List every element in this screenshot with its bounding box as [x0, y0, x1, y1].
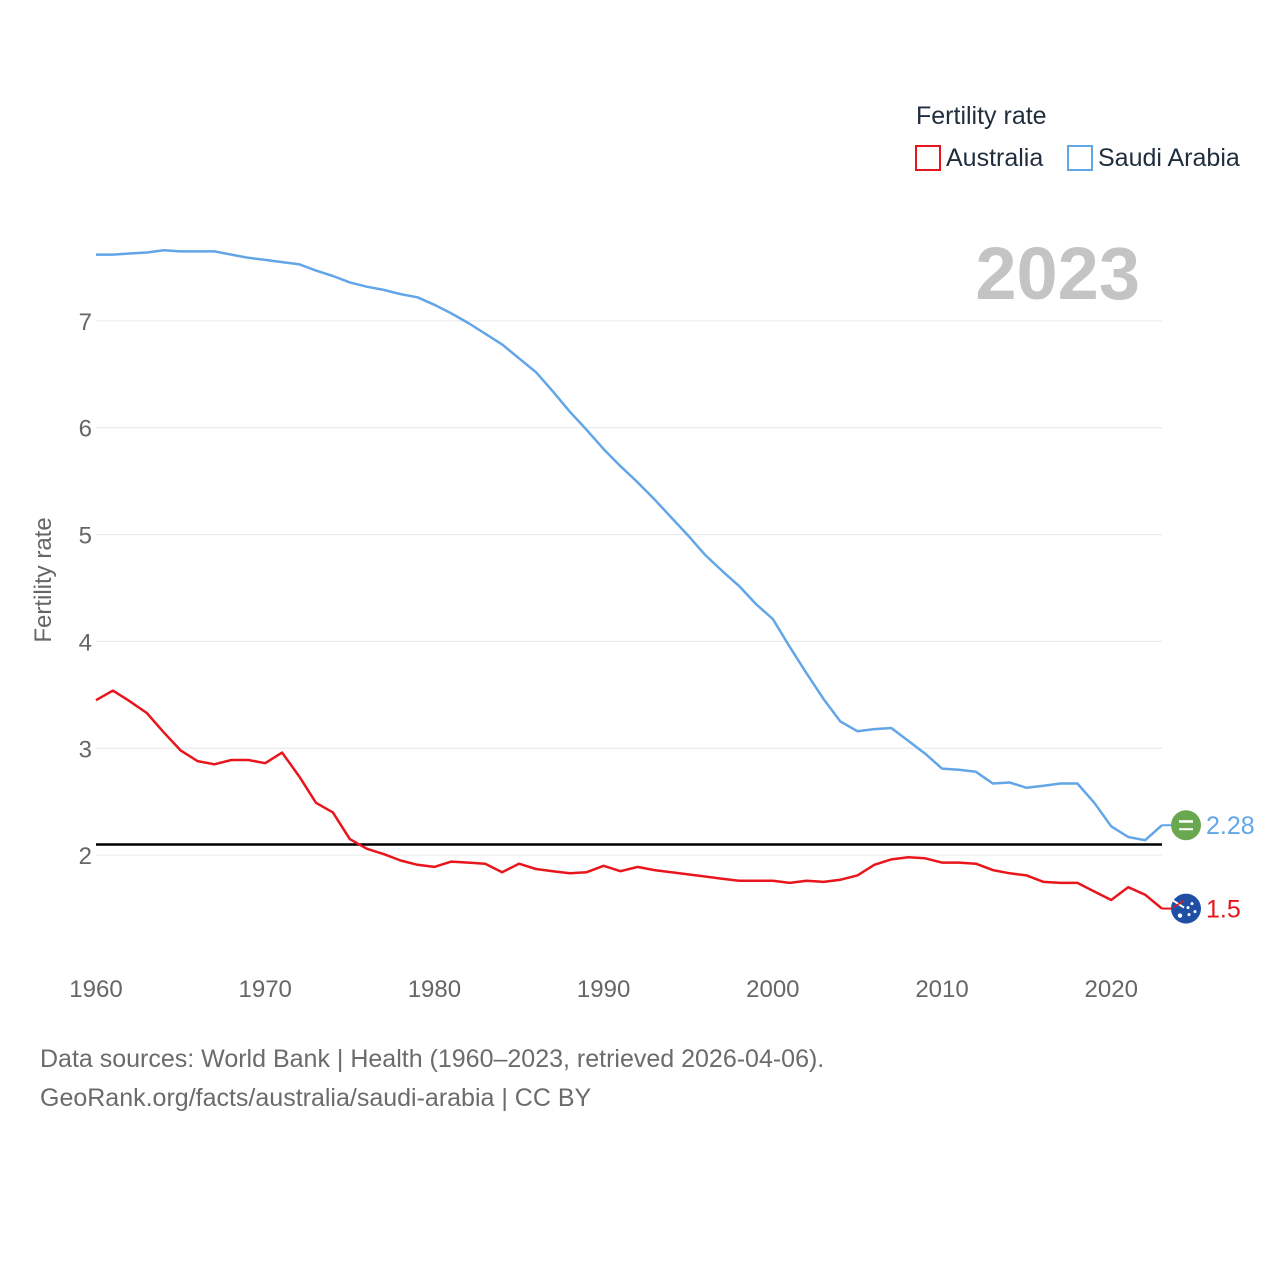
legend-label-australia: Australia [946, 144, 1043, 172]
australia-flag-icon [1171, 893, 1201, 924]
y-tick-label-5: 5 [79, 523, 92, 550]
y-tick-label-3: 3 [79, 736, 92, 763]
legend-swatch-saudi-arabia [1067, 145, 1093, 171]
saudi-arabia-flag-icon [1171, 810, 1201, 841]
series-line-saudi-arabia[interactable] [96, 249, 1163, 842]
y-tick-label-6: 6 [79, 416, 92, 443]
legend: Fertility rate Australia Saudi Arabia [915, 102, 1240, 172]
australia-end-marker: 1.5 [1171, 893, 1241, 924]
x-tick-label-1960: 1960 [69, 976, 122, 1003]
legend-item-saudi-arabia[interactable]: Saudi Arabia [1067, 144, 1240, 172]
x-tick-label-1980: 1980 [408, 976, 461, 1003]
saudi-arabia-end-marker: 2.28 [1171, 810, 1255, 841]
legend-swatch-australia [915, 145, 941, 171]
legend-label-saudi-arabia: Saudi Arabia [1098, 144, 1240, 172]
series-line-australia[interactable] [95, 689, 1163, 910]
current-year-label: 2023 [975, 232, 1140, 315]
y-axis-title: Fertility rate [30, 517, 57, 642]
x-tick-label-1970: 1970 [239, 976, 292, 1003]
gridlines [96, 320, 1162, 856]
x-axis: 1960 1970 1980 1990 2000 2010 2020 [69, 976, 1138, 1003]
x-tick-label-2010: 2010 [915, 976, 968, 1003]
saudi-arabia-end-value: 2.28 [1206, 812, 1255, 840]
legend-title: Fertility rate [916, 102, 1047, 130]
y-tick-label-4: 4 [79, 629, 92, 656]
y-axis: 2 3 4 5 6 7 [79, 309, 92, 870]
australia-flag-stars [1172, 899, 1197, 918]
x-tick-label-2020: 2020 [1085, 976, 1138, 1003]
footer-attribution[interactable]: GeoRank.org/facts/australia/saudi-arabia… [40, 1084, 592, 1112]
y-tick-label-2: 2 [79, 843, 92, 870]
australia-end-value: 1.5 [1206, 896, 1241, 924]
x-tick-label-1990: 1990 [577, 976, 630, 1003]
saudi-flag-emblem [1179, 820, 1193, 831]
x-tick-label-2000: 2000 [746, 976, 799, 1003]
footer-sources: Data sources: World Bank | Health (1960–… [40, 1045, 825, 1073]
y-tick-label-7: 7 [79, 309, 92, 336]
series-lines [95, 249, 1171, 910]
legend-item-australia[interactable]: Australia [915, 144, 1043, 172]
line-chart: 2 3 4 5 6 7 1960 1970 1980 1990 2000 2010 2020 Fert… [30, 102, 1255, 1003]
